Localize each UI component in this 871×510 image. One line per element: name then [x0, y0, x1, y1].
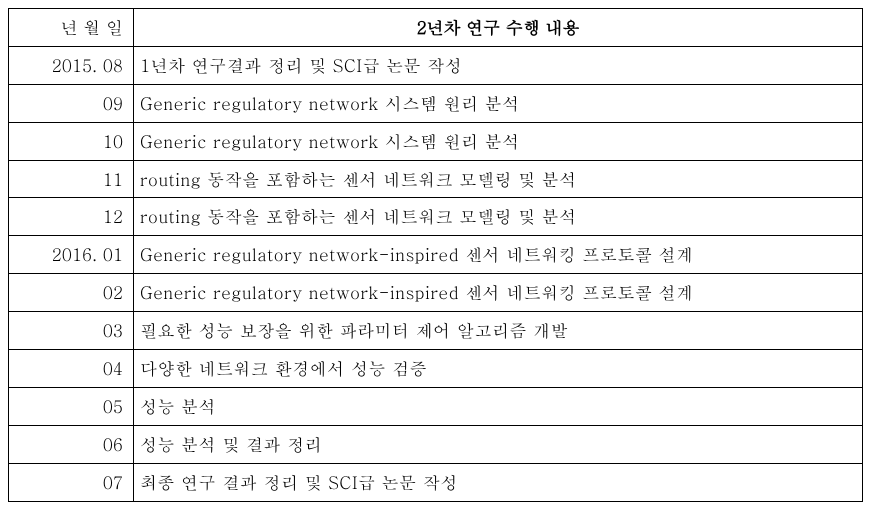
- cell-date: 2015. 08: [9, 46, 134, 84]
- cell-content: Generic regulatory network 시스템 원리 분석: [134, 84, 863, 122]
- cell-content: 성능 분석 및 결과 정리: [134, 425, 863, 463]
- research-schedule-table: 년 월 일 2년차 연구 수행 내용 2015. 08 1년차 연구결과 정리 …: [8, 8, 863, 502]
- cell-date: 12: [9, 198, 134, 236]
- table-row: 11 routing 동작을 포함하는 센서 네트워크 모델링 및 분석: [9, 160, 863, 198]
- cell-content: routing 동작을 포함하는 센서 네트워크 모델링 및 분석: [134, 198, 863, 236]
- cell-content: 성능 분석: [134, 387, 863, 425]
- table-row: 10 Generic regulatory network 시스템 원리 분석: [9, 122, 863, 160]
- table-row: 03 필요한 성능 보장을 위한 파라미터 제어 알고리즘 개발: [9, 312, 863, 350]
- cell-date: 02: [9, 274, 134, 312]
- cell-content: routing 동작을 포함하는 센서 네트워크 모델링 및 분석: [134, 160, 863, 198]
- table-row: 06 성능 분석 및 결과 정리: [9, 425, 863, 463]
- table-row: 12 routing 동작을 포함하는 센서 네트워크 모델링 및 분석: [9, 198, 863, 236]
- table-row: 05 성능 분석: [9, 387, 863, 425]
- table-row: 04 다양한 네트워크 환경에서 성능 검증: [9, 350, 863, 388]
- cell-content: 1년차 연구결과 정리 및 SCI급 논문 작성: [134, 46, 863, 84]
- table-row: 2015. 08 1년차 연구결과 정리 및 SCI급 논문 작성: [9, 46, 863, 84]
- cell-date: 11: [9, 160, 134, 198]
- cell-content: Generic regulatory network-inspired 센서 네…: [134, 274, 863, 312]
- header-date: 년 월 일: [9, 9, 134, 47]
- cell-date: 07: [9, 463, 134, 501]
- table-body: 2015. 08 1년차 연구결과 정리 및 SCI급 논문 작성 09 Gen…: [9, 46, 863, 501]
- cell-date: 04: [9, 350, 134, 388]
- cell-content: 다양한 네트워크 환경에서 성능 검증: [134, 350, 863, 388]
- table-row: 02 Generic regulatory network-inspired 센…: [9, 274, 863, 312]
- cell-date: 10: [9, 122, 134, 160]
- cell-date: 05: [9, 387, 134, 425]
- table-row: 07 최종 연구 결과 정리 및 SCI급 논문 작성: [9, 463, 863, 501]
- cell-date: 09: [9, 84, 134, 122]
- cell-content: Generic regulatory network-inspired 센서 네…: [134, 236, 863, 274]
- table-row: 2016. 01 Generic regulatory network-insp…: [9, 236, 863, 274]
- cell-content: Generic regulatory network 시스템 원리 분석: [134, 122, 863, 160]
- table-row: 09 Generic regulatory network 시스템 원리 분석: [9, 84, 863, 122]
- cell-date: 06: [9, 425, 134, 463]
- cell-content: 필요한 성능 보장을 위한 파라미터 제어 알고리즘 개발: [134, 312, 863, 350]
- cell-content: 최종 연구 결과 정리 및 SCI급 논문 작성: [134, 463, 863, 501]
- header-content: 2년차 연구 수행 내용: [134, 9, 863, 47]
- table-header-row: 년 월 일 2년차 연구 수행 내용: [9, 9, 863, 47]
- cell-date: 03: [9, 312, 134, 350]
- cell-date: 2016. 01: [9, 236, 134, 274]
